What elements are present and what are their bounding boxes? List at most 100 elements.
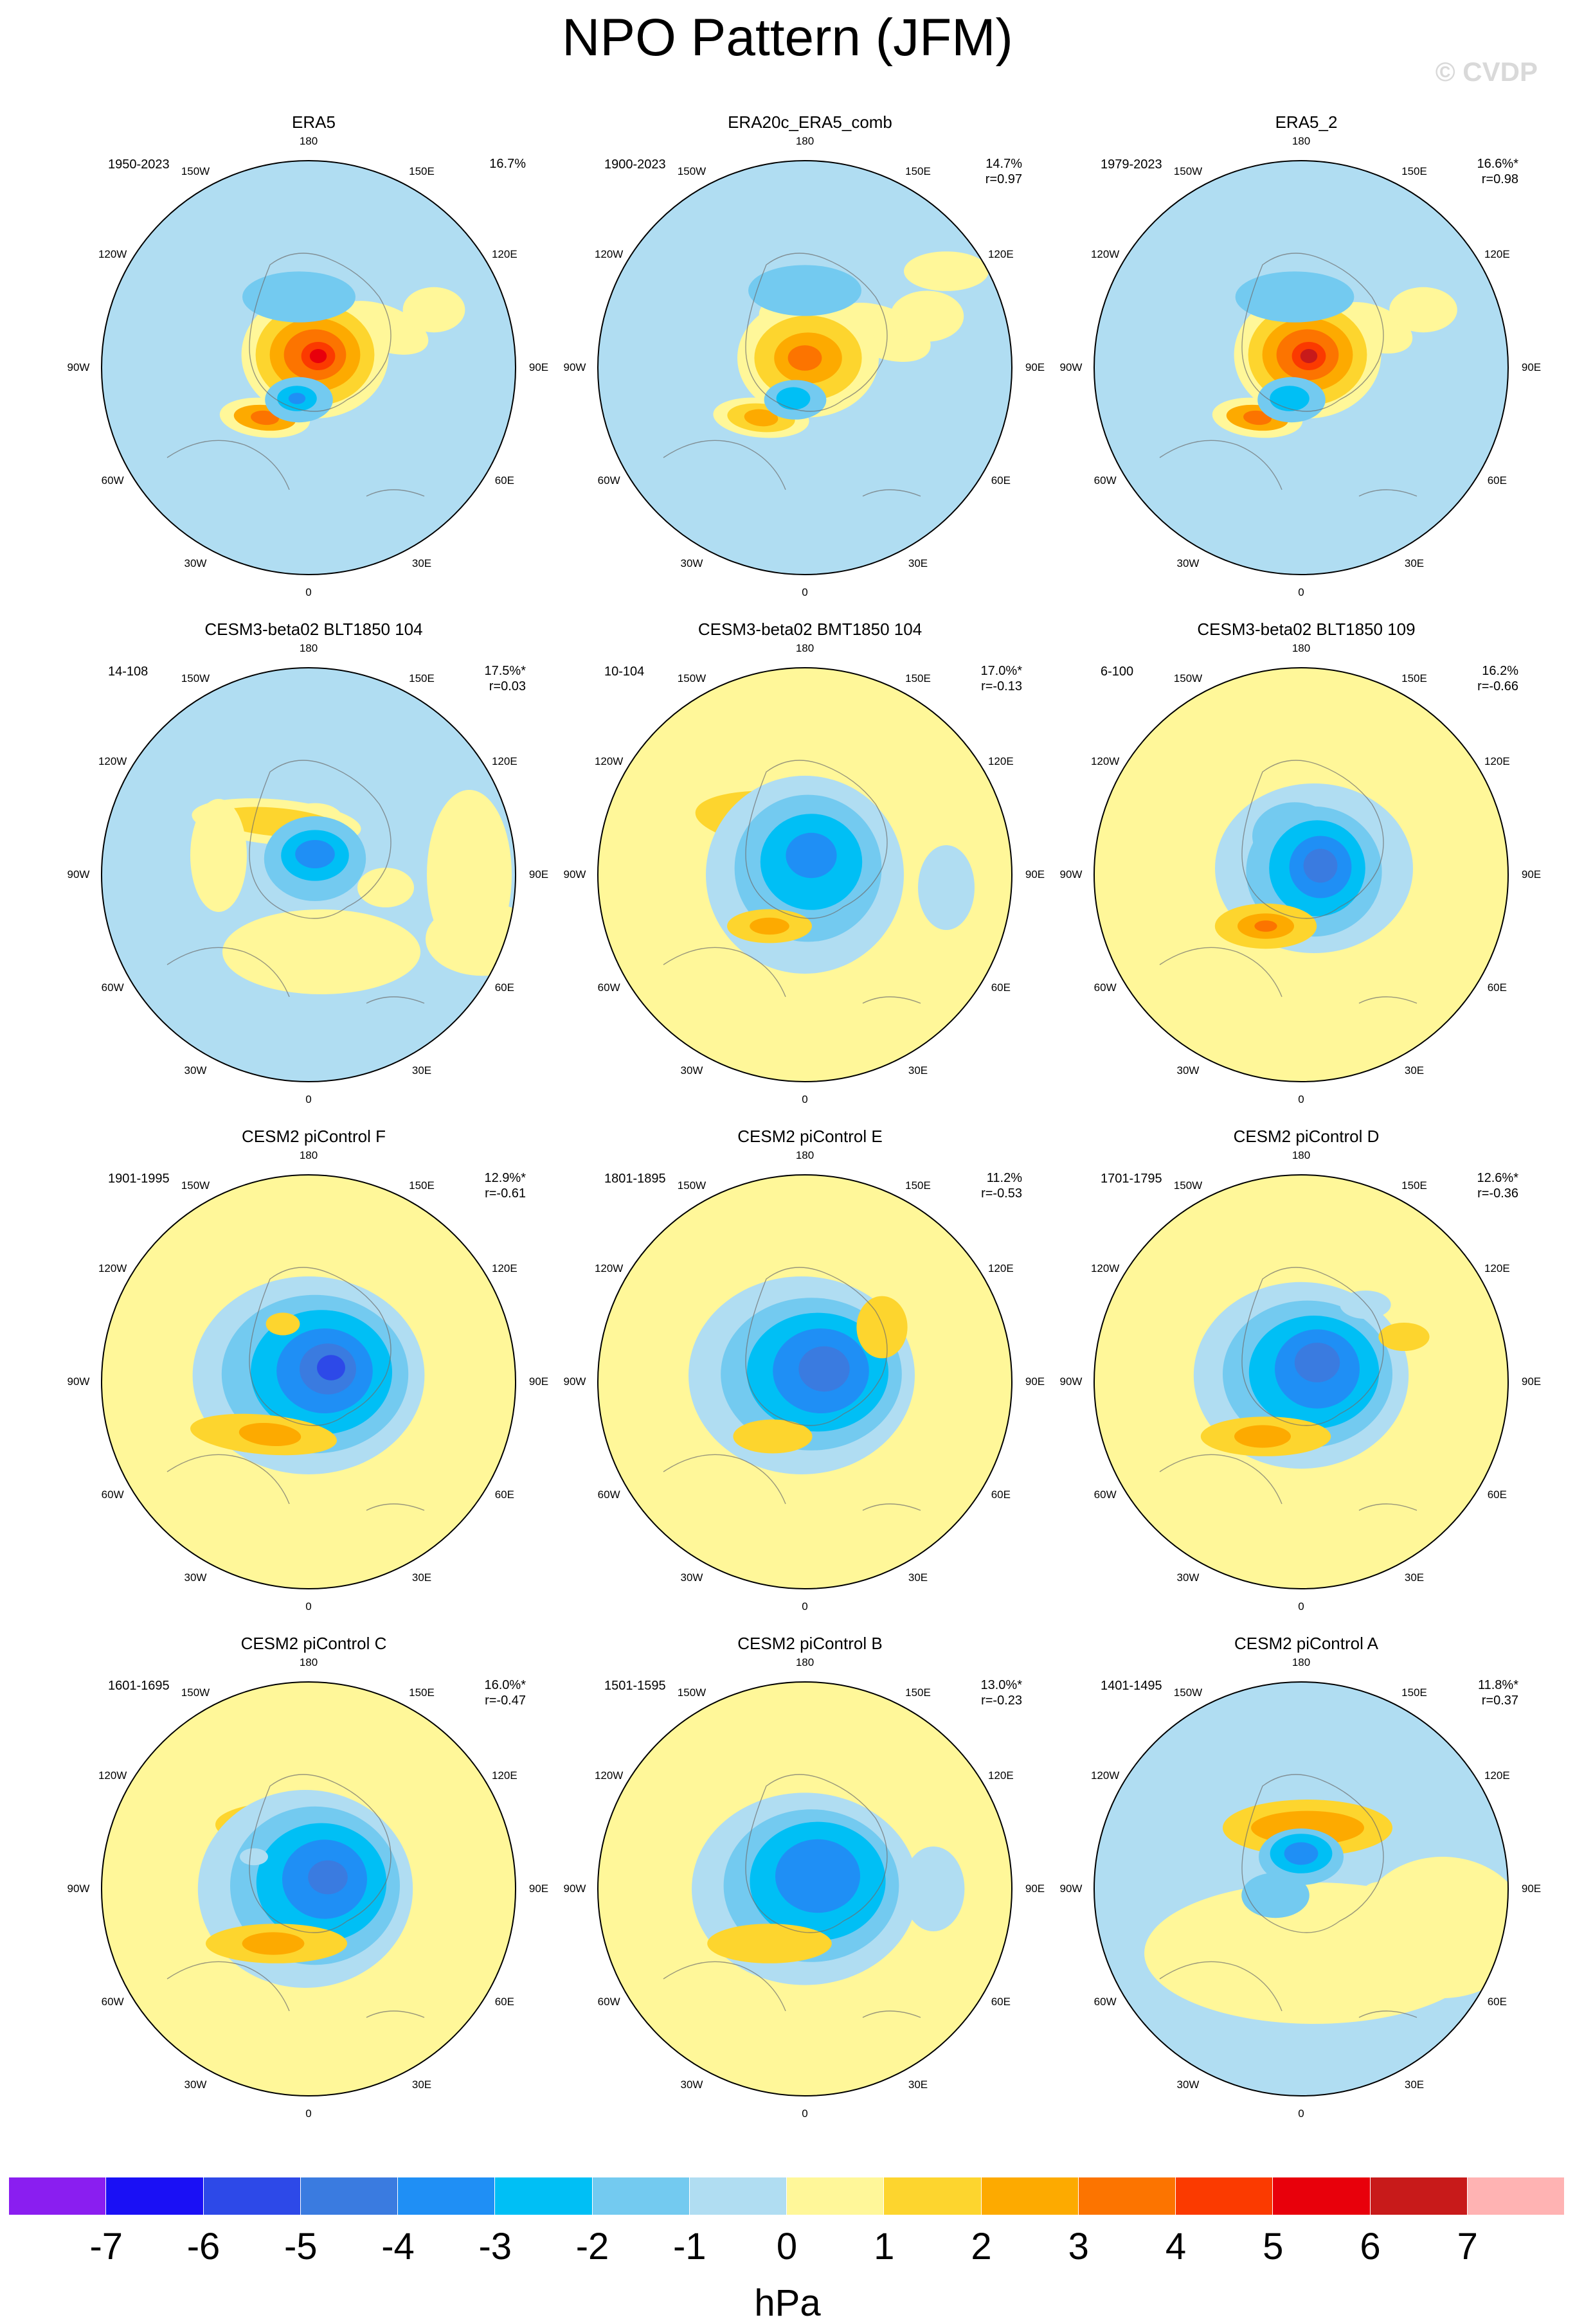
longitude-label: 180 — [795, 1656, 815, 1668]
longitude-label: 30E — [1404, 1571, 1425, 1584]
coastline — [663, 1267, 921, 1511]
longitude-label: 0 — [305, 2107, 312, 2120]
variance-percent: 12.6%* — [1477, 1171, 1519, 1185]
longitude-label: 120E — [491, 1769, 518, 1782]
panel-stats: 12.6%* r=-0.36 — [1477, 1170, 1519, 1201]
longitude-label: 120E — [1484, 1262, 1510, 1274]
longitude-label: 0 — [305, 1093, 312, 1105]
variance-percent: 16.7% — [489, 157, 526, 171]
map-border — [101, 1174, 516, 1589]
longitude-label: 150W — [1173, 1686, 1203, 1699]
longitude-label: 60W — [1094, 474, 1117, 487]
longitude-label: 150W — [1173, 672, 1203, 685]
polar-map — [597, 160, 1013, 575]
longitude-label: 0 — [305, 586, 312, 598]
longitude-label: 180 — [795, 1149, 815, 1161]
longitude-label: 60E — [991, 981, 1011, 994]
panel-title: CESM2 piControl E — [737, 1127, 883, 1146]
longitude-label: 0 — [1298, 586, 1304, 598]
longitude-label: 0 — [802, 1093, 808, 1105]
longitude-label: 60E — [494, 1996, 514, 2008]
longitude-label: 120E — [987, 1262, 1014, 1274]
longitude-label: 90E — [1521, 1375, 1542, 1388]
longitude-label: 60E — [991, 1488, 1011, 1501]
longitude-label: 180 — [795, 135, 815, 147]
coastline — [166, 760, 425, 1004]
longitude-label: 120W — [1090, 248, 1120, 260]
panel-title: ERA5 — [292, 112, 336, 132]
longitude-label: 60W — [597, 1996, 620, 2008]
longitude-label: 150W — [1173, 165, 1203, 178]
panel-period: 6-100 — [1101, 665, 1134, 679]
contour-fill — [240, 1848, 268, 1866]
panel-period: 1950-2023 — [108, 157, 170, 172]
longitude-label: 120E — [987, 755, 1014, 767]
variance-percent: 16.0%* — [484, 1678, 526, 1692]
contour-fill — [1358, 1857, 1508, 1998]
panel-period: 1601-1695 — [108, 1679, 170, 1693]
longitude-label: 180 — [299, 135, 318, 147]
contour-fill — [251, 410, 279, 425]
panel-stats: 16.0%* r=-0.47 — [485, 1677, 526, 1708]
coastline — [1159, 253, 1418, 497]
longitude-label: 60E — [1487, 1996, 1507, 2008]
contour-fill — [707, 1924, 832, 1963]
figure-title: NPO Pattern (JFM) — [562, 8, 1013, 67]
polar-map — [597, 667, 1013, 1082]
map-panel: CESM2 piControl D 1701-1795 12.6%* r=-0.36 1… — [1044, 1127, 1569, 1634]
longitude-label: 180 — [299, 1149, 318, 1161]
contour-fill — [190, 799, 247, 912]
map-border — [597, 1681, 1013, 2096]
contour-fill — [890, 290, 964, 342]
watermark: © CVDP — [1435, 57, 1538, 87]
colorbar-swatch — [592, 2177, 690, 2215]
map-border — [597, 667, 1013, 1082]
map-panel: ERA20c_ERA5_comb 1900-2023 14.7% r=0.97 180 1… — [548, 112, 1072, 620]
polar-map — [1094, 160, 1509, 575]
contour-fill — [1378, 1323, 1430, 1351]
longitude-label: 150E — [1401, 1179, 1427, 1192]
longitude-label: 180 — [1292, 135, 1311, 147]
longitude-label: 120W — [98, 1769, 127, 1782]
longitude-label: 90E — [528, 868, 549, 880]
contour-fill — [1358, 1882, 1398, 1922]
colorbar-tick-label: 7 — [1457, 2226, 1478, 2267]
longitude-label: 30W — [184, 557, 207, 569]
panel-period: 1401-1495 — [1101, 1679, 1162, 1693]
variance-percent: 16.6%* — [1477, 157, 1519, 171]
map-border — [597, 160, 1013, 575]
colorbar-swatch — [9, 2177, 107, 2215]
longitude-label: 120W — [1090, 755, 1120, 767]
pattern-correlation: r=-0.36 — [1477, 1186, 1518, 1201]
longitude-label: 150W — [677, 165, 706, 178]
colorbar-tick-label: 0 — [776, 2226, 798, 2267]
variance-percent: 12.9%* — [484, 1171, 526, 1185]
contour-fill — [266, 1312, 300, 1336]
contour-fill — [1294, 1343, 1340, 1382]
colorbar-tick-label: 5 — [1263, 2226, 1284, 2267]
longitude-label: 30W — [680, 1064, 703, 1077]
contour-fill — [1270, 386, 1310, 411]
contour-fill — [918, 845, 975, 930]
contour-fill — [1235, 271, 1354, 323]
longitude-label: 150E — [1401, 1686, 1427, 1699]
map-border — [101, 1681, 516, 2096]
longitude-label: 0 — [1298, 1600, 1304, 1613]
panel-period: 1900-2023 — [604, 157, 666, 172]
longitude-label: 0 — [802, 586, 808, 598]
panel-title: ERA5_2 — [1275, 112, 1338, 132]
variance-percent: 11.8%* — [1477, 1678, 1518, 1692]
longitude-label: 0 — [802, 1600, 808, 1613]
colorbar-tick-label: 1 — [874, 2226, 895, 2267]
contour-fill — [798, 1346, 850, 1392]
longitude-label: 150W — [1173, 1179, 1203, 1192]
coastline — [1159, 1267, 1418, 1511]
panel-title: CESM2 piControl A — [1234, 1634, 1378, 1653]
pattern-correlation: r=0.97 — [985, 172, 1022, 186]
contour-fill — [308, 1860, 348, 1895]
panel-title: CESM2 piControl F — [242, 1127, 386, 1146]
contour-fill — [222, 909, 420, 994]
longitude-label: 60W — [597, 981, 620, 994]
coastline — [166, 253, 425, 497]
longitude-label: 150E — [409, 165, 435, 178]
